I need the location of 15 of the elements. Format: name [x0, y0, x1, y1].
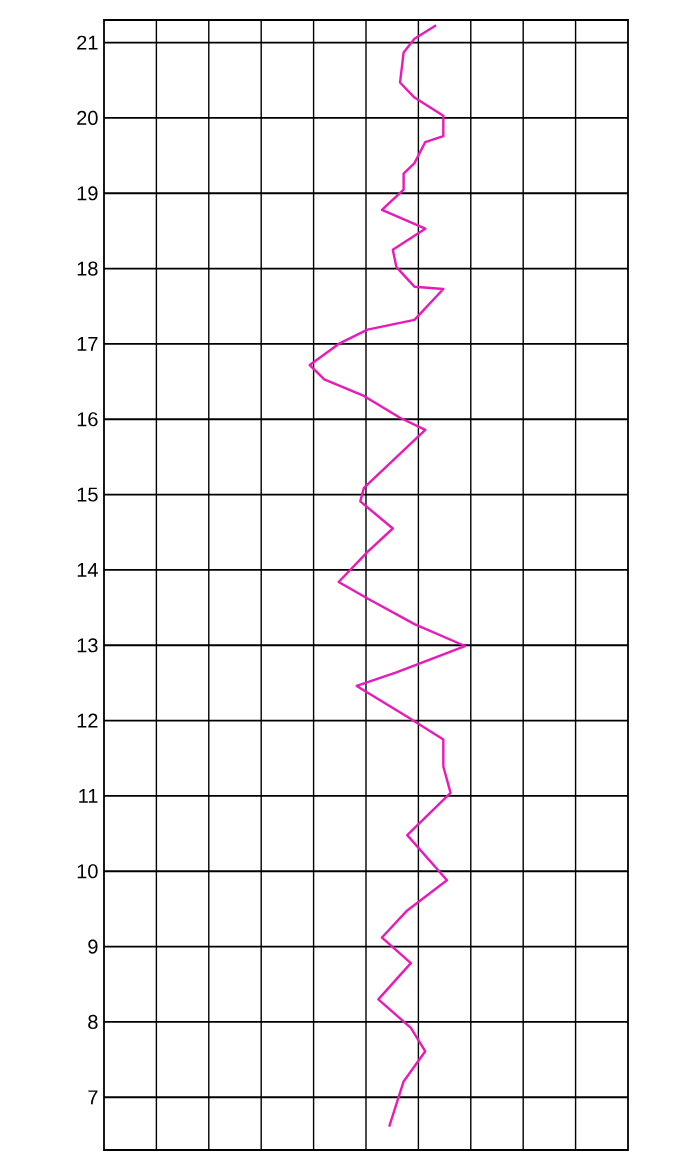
y-tick-label: 10 [77, 864, 98, 879]
y-tick-label: 7 [88, 1090, 98, 1105]
y-tick-label: 16 [77, 412, 98, 427]
y-tick-label: 20 [77, 110, 98, 126]
y-tick-label: 12 [77, 713, 98, 728]
y-tick-label: 8 [88, 1014, 98, 1029]
y-tick-label: 14 [77, 563, 98, 577]
y-tick-label: 15 [77, 487, 98, 502]
y-tick-label: 21 [77, 35, 98, 50]
y-tick-label: 13 [77, 638, 98, 653]
y-tick-label: 9 [88, 939, 98, 954]
y-tick-label: 18 [77, 261, 98, 276]
y-tick-label: 17 [77, 337, 98, 351]
y-tick-label: 11 [79, 789, 98, 803]
y-tick-label: 19 [77, 186, 98, 201]
